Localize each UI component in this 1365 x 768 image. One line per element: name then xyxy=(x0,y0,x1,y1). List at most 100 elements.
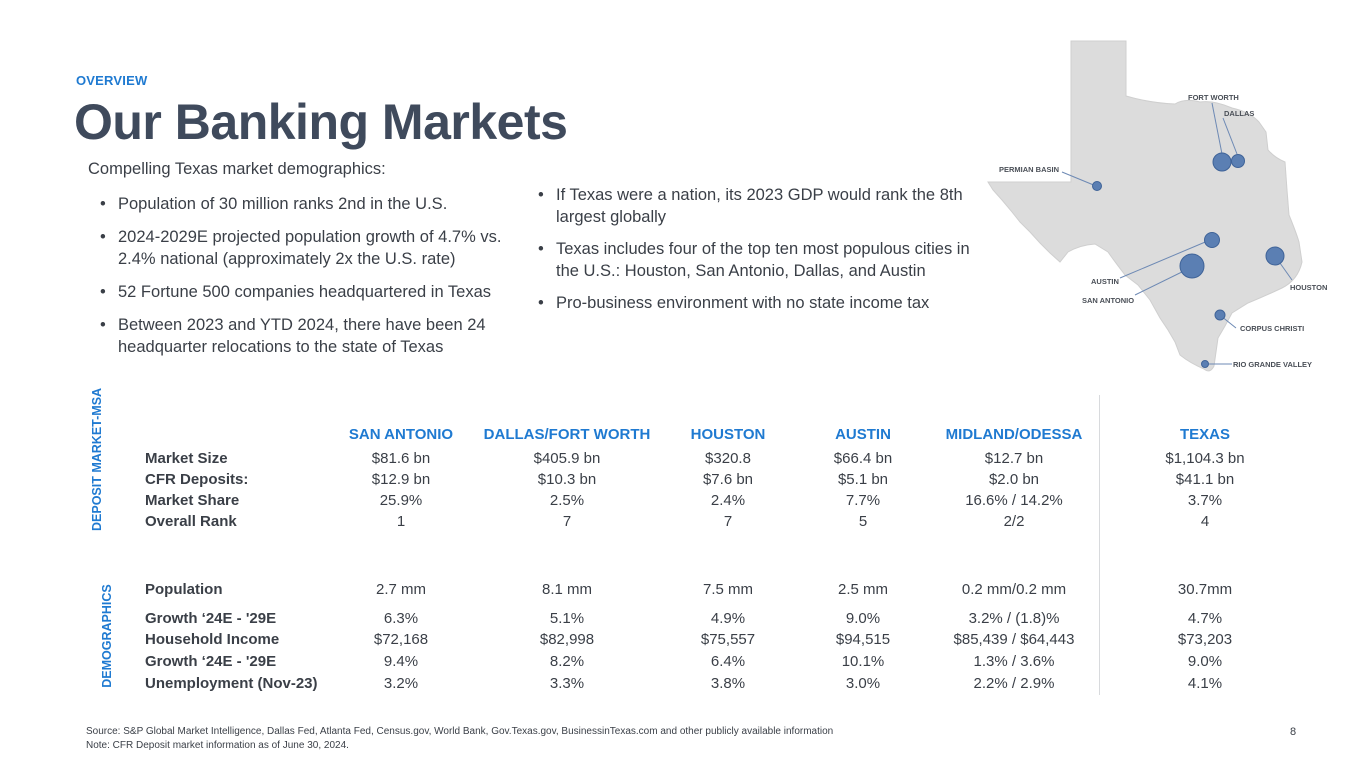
table-cell: 3.8% xyxy=(710,675,746,692)
table-cell: $10.3 bn xyxy=(537,471,597,488)
table-cell: 3.3% xyxy=(549,675,585,692)
table-cell: 3.7% xyxy=(1187,492,1223,509)
rio-grande-valley-marker xyxy=(1201,360,1209,368)
table-cell: $405.9 bn xyxy=(533,450,601,467)
table-cell: $73,203 xyxy=(1177,631,1233,648)
table-cell: 6.4% xyxy=(710,653,746,670)
table-cell: 4.7% xyxy=(1187,610,1223,627)
row-label: CFR Deposits: xyxy=(145,471,249,488)
table-cell: $41.1 bn xyxy=(1175,471,1235,488)
column-header-san-antonio: SAN ANTONIO xyxy=(348,426,454,443)
table-cell: 1.3% / 3.6% xyxy=(973,653,1055,670)
table-cell: 5 xyxy=(858,513,868,530)
table-cell: 8.2% xyxy=(549,653,585,670)
fort-worth-marker xyxy=(1212,152,1232,172)
table-cell: 3.0% xyxy=(845,675,881,692)
table-cell: 16.6% / 14.2% xyxy=(965,492,1063,509)
table-cell: $7.6 bn xyxy=(702,471,754,488)
bullet-item: Texas includes four of the top ten most … xyxy=(526,238,976,282)
table-cell: $12.7 bn xyxy=(984,450,1044,467)
dallas-marker xyxy=(1231,154,1245,168)
row-label: Growth ‘24E - '29E xyxy=(145,610,277,627)
left-bullet-list: Population of 30 million ranks 2nd in th… xyxy=(88,193,538,369)
table-cell: $1,104.3 bn xyxy=(1165,450,1245,467)
table-cell: $66.4 bn xyxy=(833,450,893,467)
table-cell: 30.7mm xyxy=(1177,581,1233,598)
table-cell: 9.4% xyxy=(383,653,419,670)
table-cell: 2/2 xyxy=(1003,513,1025,530)
table-cell: 7.5 mm xyxy=(702,581,753,598)
footer-note: Note: CFR Deposit market information as … xyxy=(86,740,349,751)
bullet-item: Population of 30 million ranks 2nd in th… xyxy=(88,193,538,215)
table-cell: 9.0% xyxy=(845,610,881,627)
table-cell: 7.7% xyxy=(845,492,881,509)
row-label: Population xyxy=(145,581,223,598)
table-cell: 25.9% xyxy=(379,492,423,509)
demographics-section-label: DEMOGRAPHICS xyxy=(100,584,114,688)
row-label: Overall Rank xyxy=(145,513,237,530)
table-cell: $75,557 xyxy=(700,631,756,648)
table-cell: $72,168 xyxy=(373,631,429,648)
row-label: Market Size xyxy=(145,450,228,467)
table-cell: 3.2% xyxy=(383,675,419,692)
permian-basin-marker xyxy=(1092,181,1102,191)
table-cell: 0.2 mm/0.2 mm xyxy=(961,581,1067,598)
right-bullet-list: If Texas were a nation, its 2023 GDP wou… xyxy=(526,184,976,324)
corpus-christi-marker xyxy=(1214,309,1226,321)
bullet-item: If Texas were a nation, its 2023 GDP wou… xyxy=(526,184,976,228)
table-cell: 6.3% xyxy=(383,610,419,627)
map-label-austin: AUSTIN xyxy=(1091,277,1119,286)
texas-state-shape xyxy=(987,40,1303,372)
table-cell: $2.0 bn xyxy=(988,471,1040,488)
table-cell: 2.5 mm xyxy=(837,581,888,598)
bullet-item: 2024-2029E projected population growth o… xyxy=(88,226,538,270)
bullet-item: 52 Fortune 500 companies headquartered i… xyxy=(88,281,538,303)
table-cell: 5.1% xyxy=(549,610,585,627)
table-cell: 2.4% xyxy=(710,492,746,509)
table-cell: $320.8 xyxy=(705,450,751,467)
table-cell: $81.6 bn xyxy=(371,450,431,467)
bullet-item: Between 2023 and YTD 2024, there have be… xyxy=(88,314,538,358)
column-header-texas: TEXAS xyxy=(1179,426,1230,443)
austin-marker xyxy=(1204,232,1220,248)
map-label-san-antonio: SAN ANTONIO xyxy=(1082,296,1134,305)
table-cell: 4.1% xyxy=(1187,675,1223,692)
houston-marker xyxy=(1265,246,1285,266)
map-label-houston: HOUSTON xyxy=(1290,283,1327,292)
table-cell: 2.7 mm xyxy=(375,581,426,598)
san-antonio-marker xyxy=(1179,253,1205,279)
table-cell: 8.1 mm xyxy=(541,581,592,598)
texas-map: FORT WORTH DALLAS PERMIAN BASIN AUSTIN S… xyxy=(987,40,1327,372)
table-cell: $85,439 / $64,443 xyxy=(953,631,1075,648)
page-title: Our Banking Markets xyxy=(74,94,568,150)
table-cell: 7 xyxy=(723,513,733,530)
column-header-houston: HOUSTON xyxy=(690,426,766,443)
column-divider xyxy=(1099,395,1100,695)
bullet-item: Pro-business environment with no state i… xyxy=(526,292,976,314)
map-label-fort-worth: FORT WORTH xyxy=(1188,93,1239,102)
map-label-rio-grande-valley: RIO GRANDE VALLEY xyxy=(1233,360,1312,369)
row-label: Market Share xyxy=(145,492,240,509)
column-header-midland-odessa: MIDLAND/ODESSA xyxy=(945,426,1083,443)
map-label-corpus-christi: CORPUS CHRISTI xyxy=(1240,324,1304,333)
table-cell: 3.2% / (1.8)% xyxy=(968,610,1060,627)
column-header-austin: AUSTIN xyxy=(835,426,891,443)
map-label-permian-basin: PERMIAN BASIN xyxy=(999,165,1059,174)
table-cell: 4.9% xyxy=(710,610,746,627)
footer-source: Source: S&P Global Market Intelligence, … xyxy=(86,726,834,737)
table-cell: $12.9 bn xyxy=(371,471,431,488)
column-header-dallas-fort-worth: DALLAS/FORT WORTH xyxy=(483,426,651,443)
page-number: 8 xyxy=(1290,726,1297,738)
table-cell: 1 xyxy=(396,513,406,530)
row-label: Household Income xyxy=(145,631,280,648)
table-cell: 2.5% xyxy=(549,492,585,509)
table-cell: 7 xyxy=(562,513,572,530)
table-cell: $5.1 bn xyxy=(837,471,889,488)
row-label: Unemployment (Nov-23) xyxy=(145,675,318,692)
row-label: Growth ‘24E - '29E xyxy=(145,653,277,670)
map-label-dallas: DALLAS xyxy=(1224,109,1254,118)
table-cell: 4 xyxy=(1200,513,1210,530)
section-kicker: OVERVIEW xyxy=(76,73,148,88)
table-cell: 2.2% / 2.9% xyxy=(973,675,1055,692)
intro-text: Compelling Texas market demographics: xyxy=(88,160,386,178)
